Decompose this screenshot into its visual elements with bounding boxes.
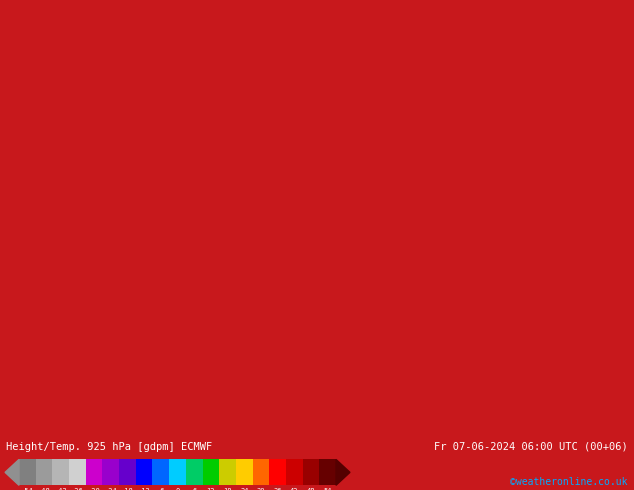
- FancyBboxPatch shape: [19, 460, 36, 485]
- FancyBboxPatch shape: [86, 460, 103, 485]
- FancyBboxPatch shape: [320, 460, 336, 485]
- FancyBboxPatch shape: [69, 460, 86, 485]
- Polygon shape: [5, 460, 19, 485]
- Text: ©weatheronline.co.uk: ©weatheronline.co.uk: [510, 477, 628, 487]
- FancyBboxPatch shape: [236, 460, 252, 485]
- FancyBboxPatch shape: [219, 460, 236, 485]
- Text: 48: 48: [307, 488, 315, 490]
- FancyBboxPatch shape: [202, 460, 219, 485]
- FancyBboxPatch shape: [286, 460, 302, 485]
- Text: 0: 0: [176, 488, 179, 490]
- Text: 12: 12: [207, 488, 215, 490]
- FancyBboxPatch shape: [302, 460, 320, 485]
- FancyBboxPatch shape: [153, 460, 169, 485]
- Text: -48: -48: [37, 488, 51, 490]
- FancyBboxPatch shape: [252, 460, 269, 485]
- Text: -18: -18: [121, 488, 134, 490]
- Text: Height/Temp. 925 hPa [gdpm] ECMWF: Height/Temp. 925 hPa [gdpm] ECMWF: [6, 442, 212, 452]
- Text: 36: 36: [273, 488, 282, 490]
- Text: -36: -36: [71, 488, 84, 490]
- Text: 6: 6: [192, 488, 197, 490]
- Text: -12: -12: [138, 488, 150, 490]
- FancyBboxPatch shape: [169, 460, 186, 485]
- FancyBboxPatch shape: [36, 460, 53, 485]
- Text: -24: -24: [105, 488, 117, 490]
- Polygon shape: [336, 460, 350, 485]
- Text: -30: -30: [87, 488, 100, 490]
- FancyBboxPatch shape: [53, 460, 69, 485]
- FancyBboxPatch shape: [119, 460, 136, 485]
- Text: 54: 54: [323, 488, 332, 490]
- Text: 30: 30: [257, 488, 265, 490]
- Text: 24: 24: [240, 488, 249, 490]
- FancyBboxPatch shape: [103, 460, 119, 485]
- FancyBboxPatch shape: [136, 460, 153, 485]
- FancyBboxPatch shape: [269, 460, 286, 485]
- Text: -54: -54: [21, 488, 34, 490]
- Text: -42: -42: [55, 488, 67, 490]
- Text: 42: 42: [290, 488, 299, 490]
- Text: 18: 18: [223, 488, 232, 490]
- Text: Fr 07-06-2024 06:00 UTC (00+06): Fr 07-06-2024 06:00 UTC (00+06): [434, 442, 628, 452]
- FancyBboxPatch shape: [186, 460, 202, 485]
- Text: -6: -6: [157, 488, 165, 490]
